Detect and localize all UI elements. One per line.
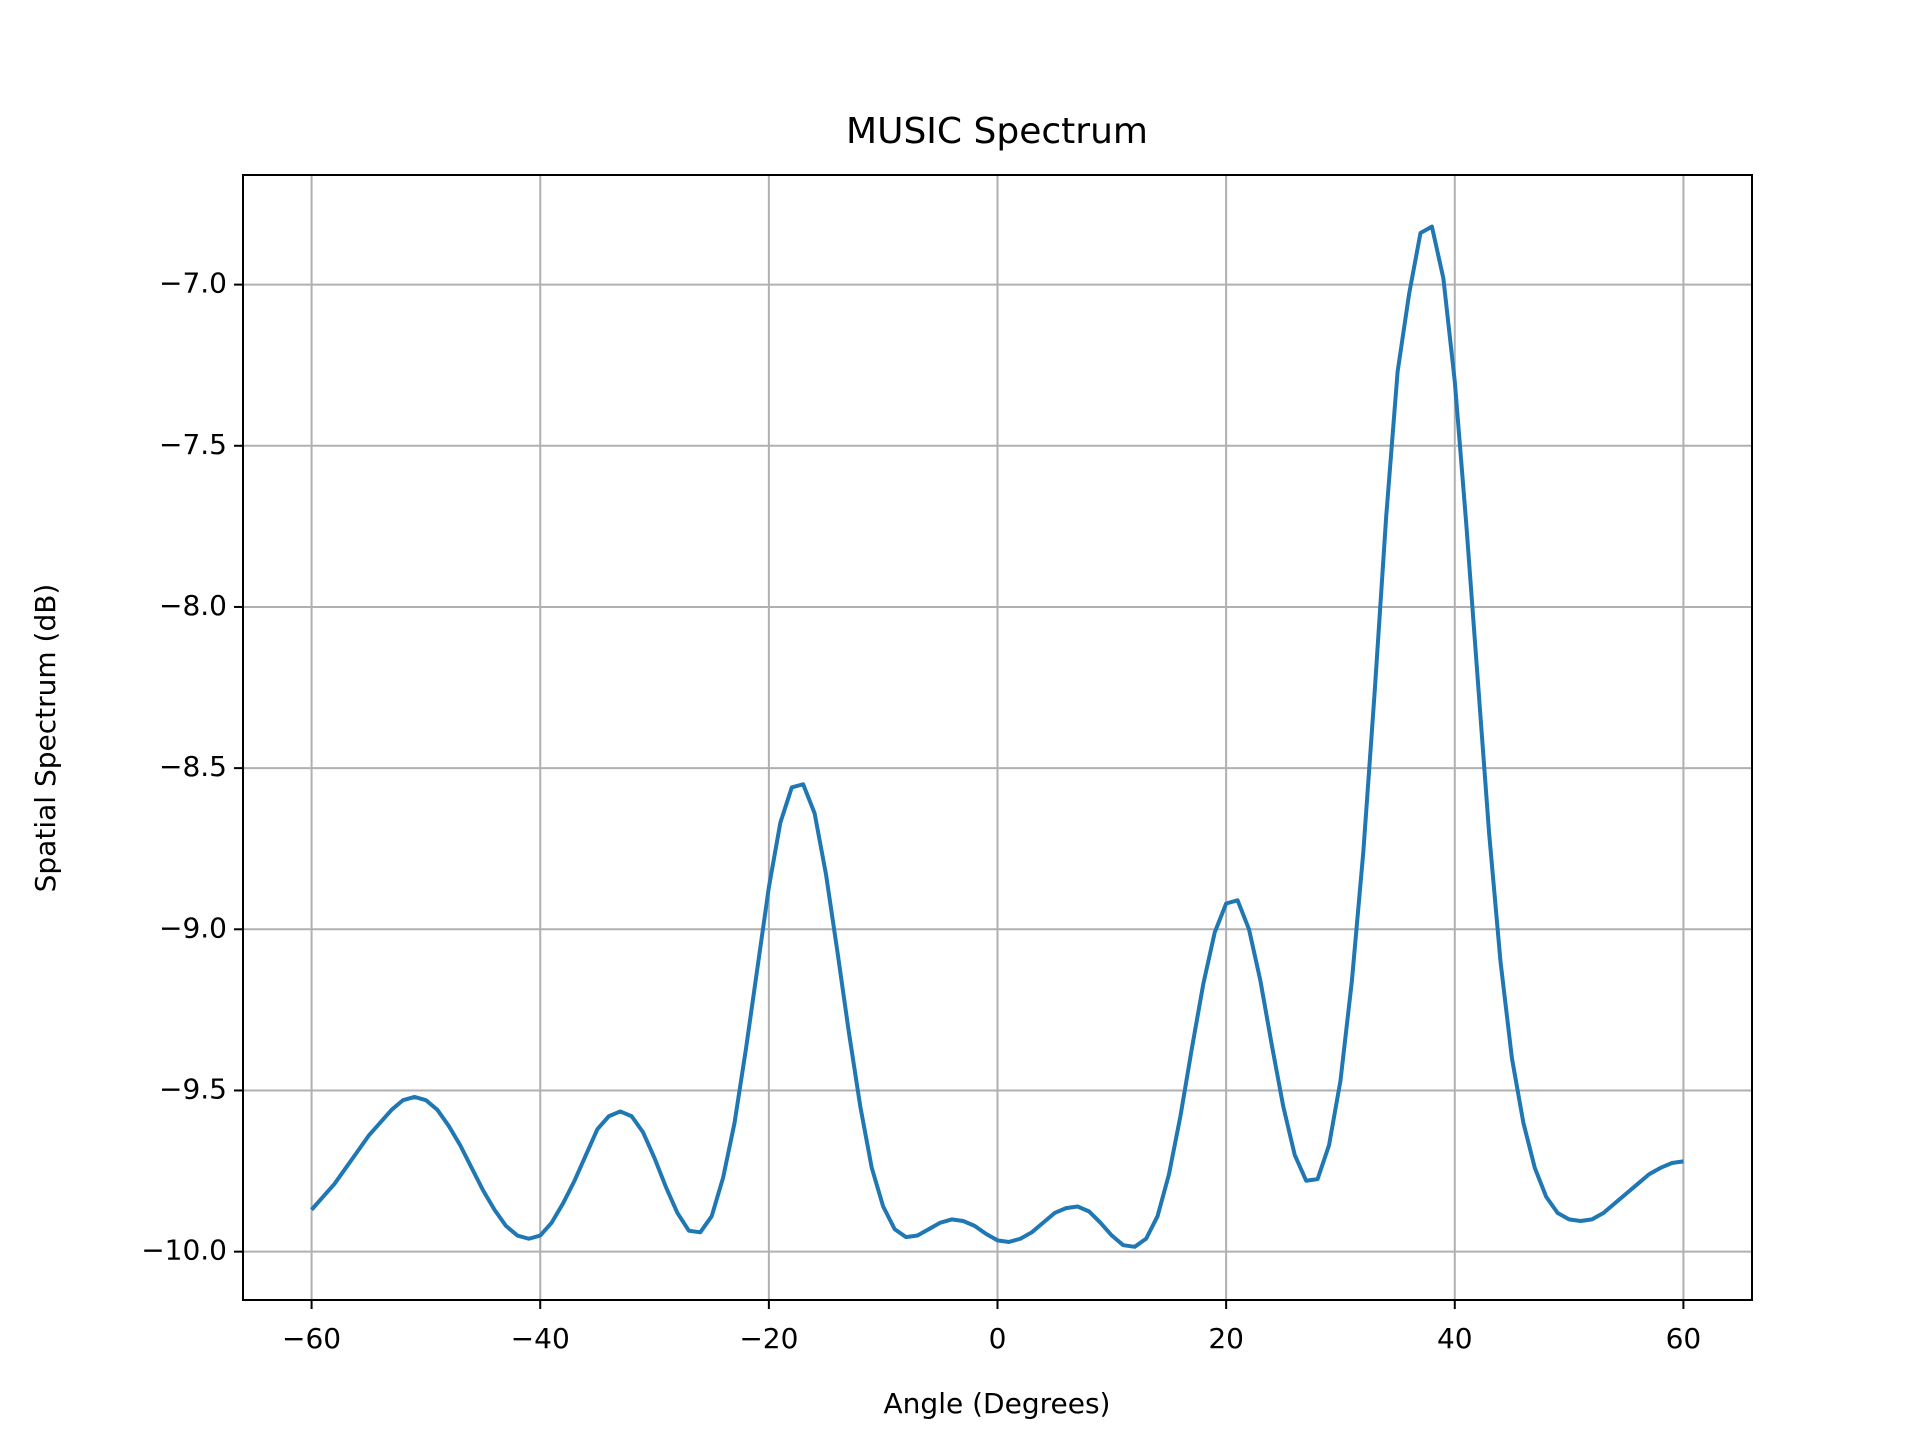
y-tick-label: −7.0	[159, 267, 227, 300]
y-tick-label: −10.0	[141, 1234, 227, 1267]
y-tick-label: −8.0	[159, 589, 227, 622]
y-axis-label: Spatial Spectrum (dB)	[29, 584, 62, 893]
y-tick-label: −8.5	[159, 750, 227, 783]
plot-frame	[242, 174, 1753, 1301]
x-axis-label: Angle (Degrees)	[884, 1387, 1111, 1420]
x-tick-label: 0	[989, 1322, 1007, 1355]
x-tick-label: −60	[282, 1322, 341, 1355]
y-tick-label: −9.5	[159, 1072, 227, 1105]
chart-title: MUSIC Spectrum	[846, 111, 1148, 152]
y-tick-label: −9.0	[159, 911, 227, 944]
x-tick-label: 60	[1666, 1322, 1702, 1355]
x-tick-label: −20	[739, 1322, 798, 1355]
x-tick-label: −40	[511, 1322, 570, 1355]
x-tick-label: 40	[1437, 1322, 1473, 1355]
spectrum-line	[310, 224, 1684, 1249]
y-tick-label: −7.5	[159, 428, 227, 461]
x-tick-label: 20	[1208, 1322, 1244, 1355]
